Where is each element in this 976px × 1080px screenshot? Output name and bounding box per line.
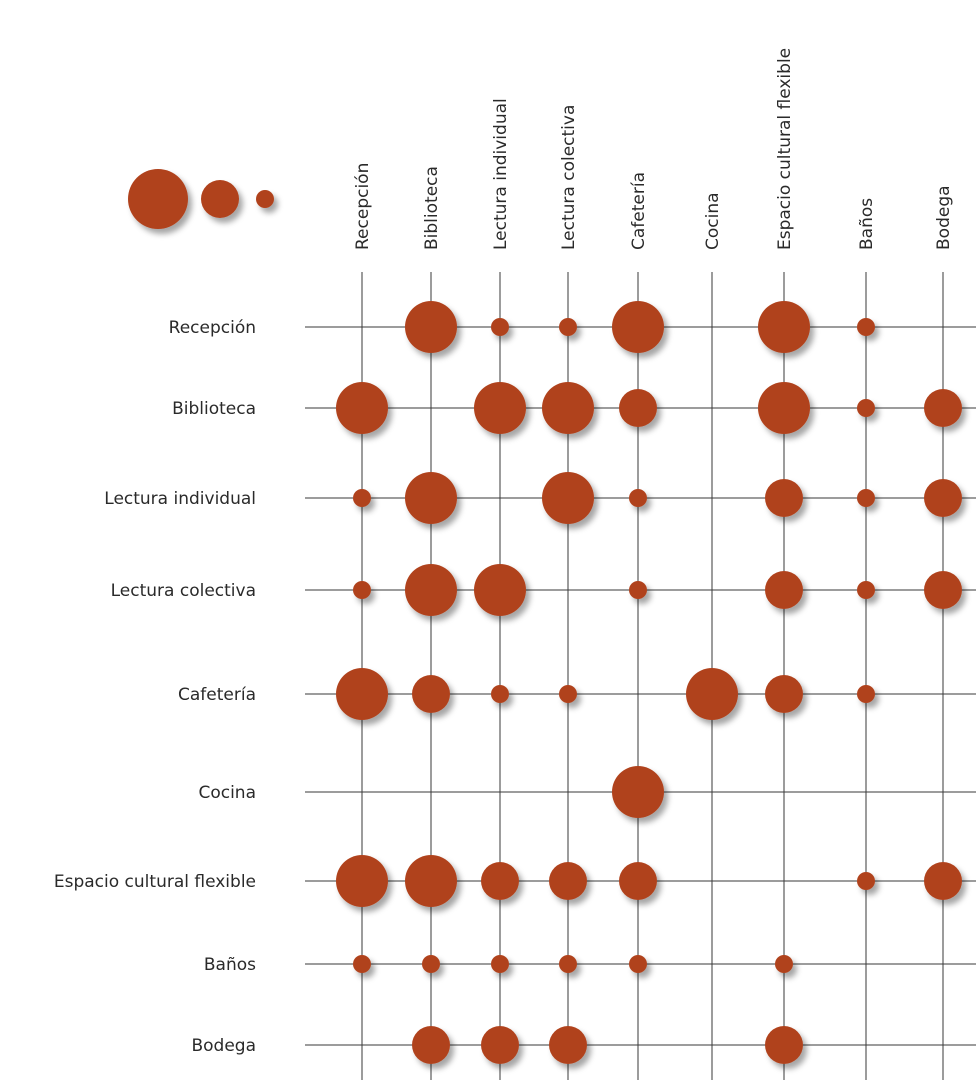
- dot-biblioteca-cafeteria: [619, 389, 657, 427]
- dot-bodega-lectura-individual: [481, 1026, 519, 1064]
- dot-banos-cafeteria: [629, 955, 647, 973]
- dot-lectura-individual-lectura-colectiva: [542, 472, 594, 524]
- dot-lectura-individual-biblioteca: [405, 472, 457, 524]
- dot-recepcion-lectura-individual: [491, 318, 509, 336]
- dot-lectura-colectiva-bodega: [924, 571, 962, 609]
- row-label-cafeteria: Cafetería: [178, 685, 256, 705]
- dot-lectura-individual-banos: [857, 489, 875, 507]
- size-legend: [128, 169, 274, 229]
- relationship-dots: [336, 301, 962, 1064]
- column-label-cafeteria: Cafetería: [629, 172, 649, 250]
- dot-cafeteria-biblioteca: [412, 675, 450, 713]
- column-label-banos: Baños: [857, 198, 877, 250]
- dot-cocina-cafeteria: [612, 766, 664, 818]
- column-label-lectura-colectiva: Lectura colectiva: [559, 105, 579, 250]
- dot-cafeteria-recepcion: [336, 668, 388, 720]
- dot-espacio-cultural-flexible-bodega: [924, 862, 962, 900]
- legend-dot-small: [256, 190, 274, 208]
- column-labels: Recepción Biblioteca Lectura individual Lec…: [353, 48, 954, 250]
- dot-lectura-colectiva-espacio-cultural-flexible: [765, 571, 803, 609]
- dot-espacio-cultural-flexible-lectura-individual: [481, 862, 519, 900]
- row-label-cocina: Cocina: [198, 783, 256, 803]
- dot-bodega-biblioteca: [412, 1026, 450, 1064]
- dot-lectura-individual-cafeteria: [629, 489, 647, 507]
- column-label-bodega: Bodega: [934, 185, 954, 250]
- dot-lectura-colectiva-banos: [857, 581, 875, 599]
- dot-recepcion-cafeteria: [612, 301, 664, 353]
- dot-banos-espacio-cultural-flexible: [775, 955, 793, 973]
- dot-lectura-colectiva-recepcion: [353, 581, 371, 599]
- dot-lectura-individual-bodega: [924, 479, 962, 517]
- dot-banos-lectura-individual: [491, 955, 509, 973]
- dot-cafeteria-banos: [857, 685, 875, 703]
- dot-recepcion-espacio-cultural-flexible: [758, 301, 810, 353]
- dot-lectura-colectiva-biblioteca: [405, 564, 457, 616]
- row-label-lectura-colectiva: Lectura colectiva: [111, 581, 256, 601]
- dot-biblioteca-banos: [857, 399, 875, 417]
- dot-biblioteca-espacio-cultural-flexible: [758, 382, 810, 434]
- dot-cafeteria-cocina: [686, 668, 738, 720]
- dot-lectura-individual-recepcion: [353, 489, 371, 507]
- row-label-banos: Baños: [204, 955, 256, 975]
- dot-lectura-colectiva-lectura-individual: [474, 564, 526, 616]
- dot-recepcion-biblioteca: [405, 301, 457, 353]
- dot-bodega-espacio-cultural-flexible: [765, 1026, 803, 1064]
- dot-espacio-cultural-flexible-banos: [857, 872, 875, 890]
- dot-cafeteria-espacio-cultural-flexible: [765, 675, 803, 713]
- dot-lectura-colectiva-cafeteria: [629, 581, 647, 599]
- column-label-lectura-individual: Lectura individual: [491, 98, 511, 250]
- row-label-recepcion: Recepción: [169, 318, 256, 338]
- dot-biblioteca-lectura-colectiva: [542, 382, 594, 434]
- dot-lectura-individual-espacio-cultural-flexible: [765, 479, 803, 517]
- dot-banos-biblioteca: [422, 955, 440, 973]
- column-label-biblioteca: Biblioteca: [422, 166, 442, 250]
- dot-biblioteca-lectura-individual: [474, 382, 526, 434]
- dot-espacio-cultural-flexible-cafeteria: [619, 862, 657, 900]
- row-label-bodega: Bodega: [191, 1036, 256, 1056]
- row-label-lectura-individual: Lectura individual: [104, 489, 256, 509]
- dot-cafeteria-lectura-colectiva: [559, 685, 577, 703]
- legend-dot-medium: [201, 180, 239, 218]
- dot-cafeteria-lectura-individual: [491, 685, 509, 703]
- dot-espacio-cultural-flexible-biblioteca: [405, 855, 457, 907]
- column-label-recepcion: Recepción: [353, 163, 373, 250]
- legend-dot-large: [128, 169, 188, 229]
- dot-espacio-cultural-flexible-lectura-colectiva: [549, 862, 587, 900]
- dot-banos-recepcion: [353, 955, 371, 973]
- dot-banos-lectura-colectiva: [559, 955, 577, 973]
- dot-bodega-lectura-colectiva: [549, 1026, 587, 1064]
- dot-espacio-cultural-flexible-recepcion: [336, 855, 388, 907]
- row-label-espacio-cultural-flexible: Espacio cultural flexible: [54, 872, 256, 892]
- column-label-cocina: Cocina: [703, 192, 723, 250]
- column-label-espacio-cultural-flexible: Espacio cultural flexible: [775, 48, 795, 250]
- dot-recepcion-banos: [857, 318, 875, 336]
- row-label-biblioteca: Biblioteca: [172, 399, 256, 419]
- row-labels: Recepción Biblioteca Lectura individual Lec…: [54, 318, 256, 1056]
- dot-recepcion-lectura-colectiva: [559, 318, 577, 336]
- dot-biblioteca-recepcion: [336, 382, 388, 434]
- dot-biblioteca-bodega: [924, 389, 962, 427]
